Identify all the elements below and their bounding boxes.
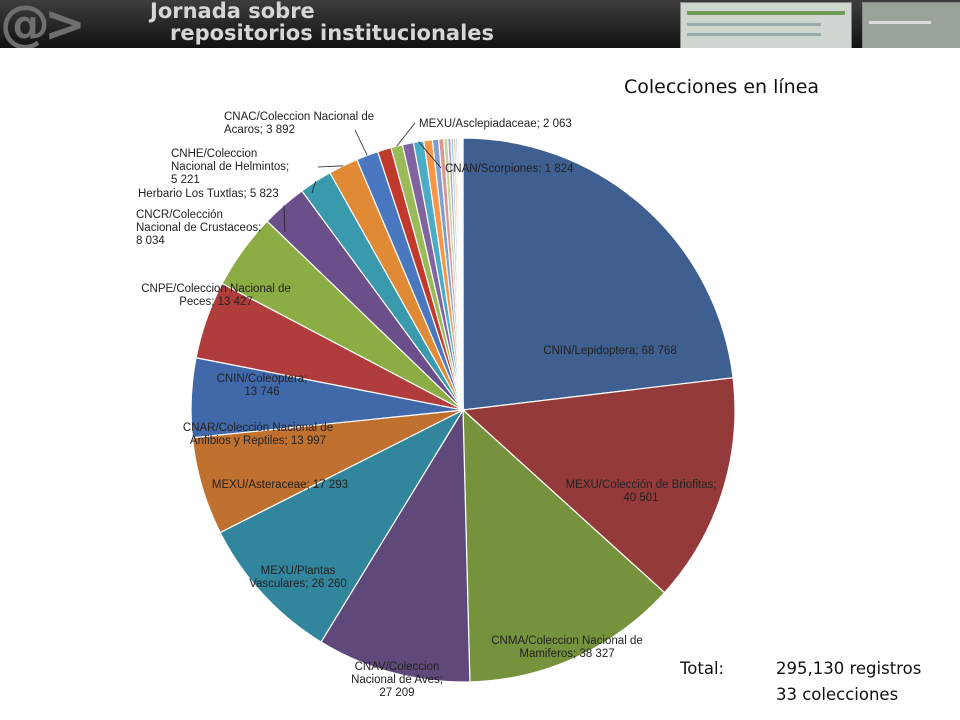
slice-label-cnin-lepidoptera: CNIN/Lepidoptera; 68 768 — [543, 345, 677, 357]
banner-title-line2: repositorios institucionales — [170, 21, 495, 45]
chart-title: Colecciones en línea — [624, 76, 820, 98]
slice-label-cnav-coleccion-nacional-de-aves: CNAV/Coleccion Nacional de Aves; 27 209 — [351, 661, 443, 699]
slice-label-mexu-plantas-vasculares: MEXU/Plantas Vasculares; 26 260 — [249, 565, 347, 590]
header-banner: @> Jornada sobre repositorios institucio… — [0, 0, 960, 48]
slice-label-cnhe-coleccion-nacional-de-helmintos: CNHE/Coleccion Nacional de Helmintos; 5 22… — [171, 148, 289, 186]
slice-label-mexu-asclepiadaceae: MEXU/Asclepiadaceae; 2 063 — [419, 118, 572, 130]
leader-line-cnac-coleccion-nacional-de-acaros — [354, 129, 368, 156]
total-label: Total: — [680, 659, 725, 678]
pie-slice-cnav-coleccion-nacional-de-aves — [320, 407, 471, 683]
banner-screenshot-thumbnail — [680, 2, 852, 48]
totals-box: Total: 295,130 registros 33 colecciones — [680, 656, 921, 708]
slice-label-mexu-coleccion-de-briofitas: MEXU/Colección de Briofitas; 40 501 — [566, 479, 717, 504]
slice-label-cnin-coleoptera: CNIN/Coleoptera; 13 746 — [217, 373, 308, 398]
slice-label-cnar-coleccion-nacional-de-anfibios-y-reptiles: CNAR/Colección Nacional de Anfibios y Rep… — [183, 422, 333, 447]
slice-label-mexu-asteraceae: MEXU/Asteraceae; 17 293 — [212, 479, 348, 491]
leader-line-mexu-asclepiadaceae — [396, 122, 416, 147]
slice-label-cnac-coleccion-nacional-de-acaros: CNAC/Coleccion Nacional de Acaros; 3 892 — [224, 111, 374, 136]
collections-count: 33 colecciones — [776, 685, 899, 704]
pie-slice-cnma-coleccion-nacional-de-mamiferos — [462, 408, 666, 683]
slice-label-cncr-coleccion-nacional-de-crustaceos: CNCR/Colección Nacional de Crustaceos; 8 0… — [136, 209, 261, 247]
slice-label-cnpe-coleccion-nacional-de-peces: CNPE/Coleccion Nacional de Peces; 13 427 — [141, 283, 291, 308]
slice-label-cnan-scorpiones: CNAN/Scorpiones; 1 824 — [445, 163, 574, 175]
leader-line-cnhe-coleccion-nacional-de-helmintos — [317, 165, 344, 168]
leader-line-cnan-scorpiones — [418, 141, 442, 169]
leader-line-herbario-los-tuxtlas — [311, 181, 317, 194]
pie-slice-mexu-coleccion-de-briofitas — [461, 377, 736, 594]
pie-slice-mexu-plantas-vasculares — [219, 408, 465, 643]
slice-label-cnma-coleccion-nacional-de-mamiferos: CNMA/Coleccion Nacional de Mamiferos; 38 … — [491, 635, 642, 660]
banner-photo-thumbnail — [862, 2, 960, 48]
banner-title-line1: Jornada sobre — [150, 0, 315, 23]
total-value: 295,130 registros — [776, 659, 922, 678]
banner-logo: @> — [0, 0, 86, 48]
pie-chart: CNIN/Lepidoptera; 68 768 MEXU/Colección d… — [136, 111, 736, 699]
pie-slice-cnin-lepidoptera — [462, 137, 734, 411]
leader-line-cncr-coleccion-nacional-de-crustaceos — [283, 205, 286, 233]
slice-label-herbario-los-tuxtlas: Herbario Los Tuxtlas; 5 823 — [138, 188, 279, 200]
banner-title: Jornada sobre repositorios institucional… — [150, 0, 494, 44]
